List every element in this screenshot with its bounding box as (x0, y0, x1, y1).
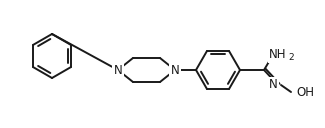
Text: N: N (171, 63, 179, 77)
Text: NH: NH (269, 49, 287, 61)
Text: N: N (269, 78, 278, 92)
Text: OH: OH (296, 86, 314, 99)
Text: N: N (114, 63, 123, 77)
Text: 2: 2 (288, 54, 293, 62)
